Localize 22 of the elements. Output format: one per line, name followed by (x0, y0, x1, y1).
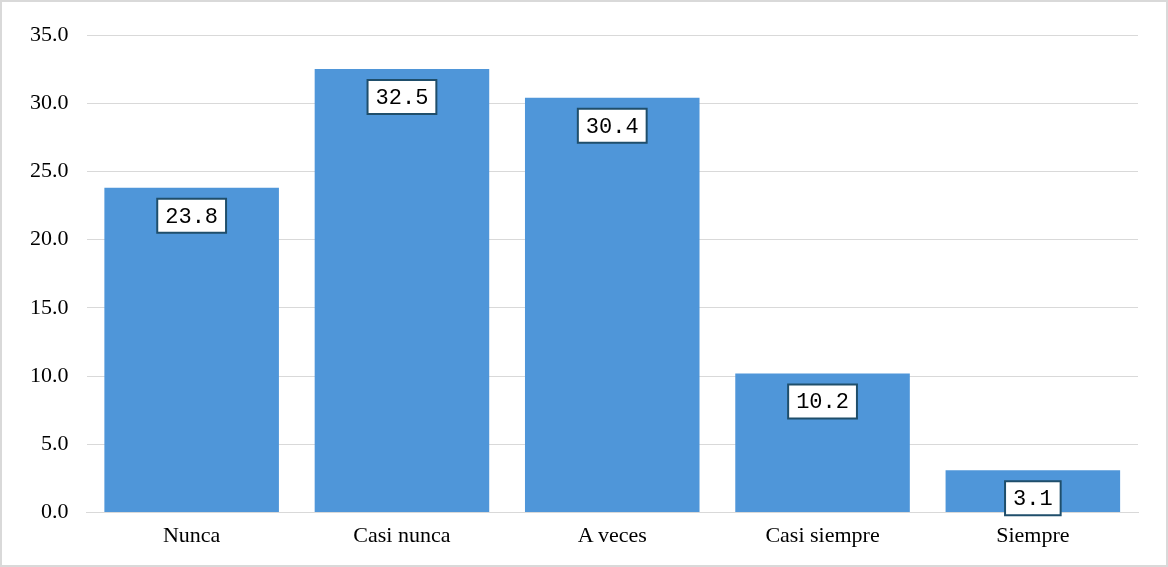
data-label: 23.8 (165, 204, 219, 230)
y-tick-label: 10.0 (30, 361, 69, 387)
x-tick-label: Siempre (996, 521, 1070, 547)
y-tick-label: 15.0 (30, 293, 69, 319)
x-tick-label: Casi nunca (353, 521, 451, 547)
y-tick-label: 30.0 (30, 89, 69, 115)
data-label: 3.1 (1013, 487, 1053, 513)
y-tick-label: 25.0 (30, 157, 69, 183)
y-tick-label: 0.0 (41, 498, 69, 524)
x-tick-label: A veces (577, 521, 647, 547)
x-tick-label: Nunca (162, 521, 221, 547)
x-tick-label: Casi siempre (765, 521, 880, 547)
bar (104, 187, 279, 513)
y-tick-label: 35.0 (30, 20, 69, 46)
bar (735, 373, 910, 513)
bar (314, 69, 490, 513)
bar (524, 97, 700, 513)
y-tick-label: 5.0 (41, 430, 69, 456)
data-label: 30.4 (585, 114, 639, 140)
data-label: 32.5 (375, 85, 429, 111)
data-label: 10.2 (796, 390, 849, 416)
y-tick-label: 20.0 (30, 225, 69, 251)
